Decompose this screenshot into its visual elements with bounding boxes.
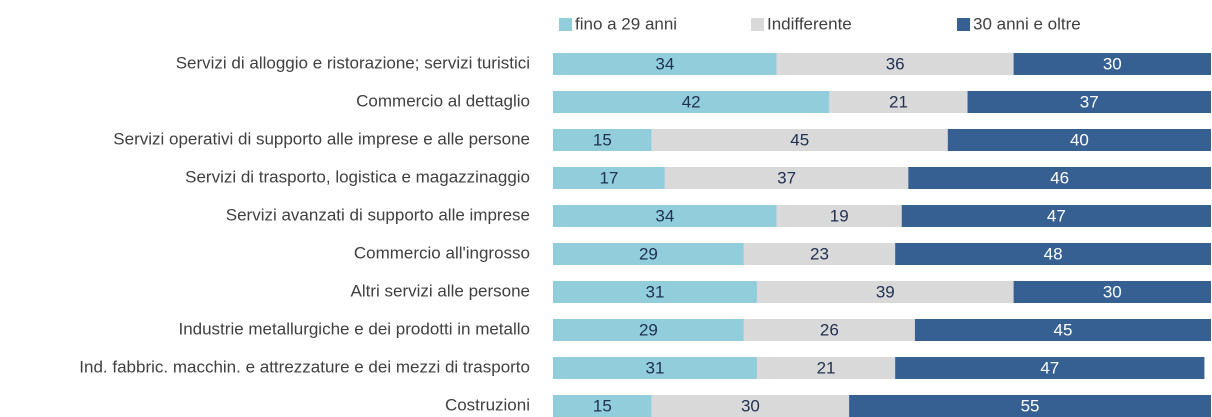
value-label: 15 [593, 130, 612, 149]
bar-segment [553, 53, 777, 75]
bar-segment [553, 357, 757, 379]
bar-segment [914, 319, 1211, 341]
bar-segment [1013, 53, 1211, 75]
value-label: 37 [1080, 92, 1099, 111]
value-label: 48 [1044, 244, 1063, 263]
value-label: 21 [889, 92, 908, 111]
value-label: 29 [639, 244, 658, 263]
value-label: 30 [1103, 282, 1122, 301]
value-label: 47 [1040, 358, 1059, 377]
value-label: 46 [1050, 168, 1069, 187]
category-label: Commercio al dettaglio [356, 91, 530, 110]
bar-segment [553, 205, 777, 227]
legend-swatch [559, 18, 572, 31]
category-label: Servizi di trasporto, logistica e magazz… [185, 167, 530, 186]
value-label: 36 [886, 54, 905, 73]
value-label: 23 [810, 244, 829, 263]
value-label: 45 [1053, 320, 1072, 339]
category-label: Servizi avanzati di supporto alle impres… [226, 205, 530, 224]
category-label: Costruzioni [445, 395, 530, 414]
value-label: 21 [817, 358, 836, 377]
bar-segment [553, 281, 757, 303]
bar-segment [664, 167, 909, 189]
bar-segment [967, 91, 1211, 113]
bar-segment [829, 91, 968, 113]
legend-label: 30 anni e oltre [973, 14, 1081, 33]
category-label: Servizi operativi di supporto alle impre… [113, 129, 530, 148]
bar-segment [776, 205, 902, 227]
value-label: 42 [682, 92, 701, 111]
value-label: 55 [1021, 396, 1040, 415]
bar-segment [553, 243, 744, 265]
value-label: 26 [820, 320, 839, 339]
value-label: 15 [593, 396, 612, 415]
value-label: 45 [790, 130, 809, 149]
legend-swatch [751, 18, 764, 31]
value-label: 31 [646, 282, 665, 301]
bar-segment [947, 129, 1211, 151]
category-label: Servizi di alloggio e ristorazione; serv… [176, 53, 530, 72]
bar-segment [553, 129, 652, 151]
value-label: 30 [1103, 54, 1122, 73]
bar-segment [553, 395, 652, 417]
bar-segment [553, 167, 665, 189]
bar-segment [901, 205, 1211, 227]
bar-segment [756, 357, 896, 379]
bar-segment [651, 395, 850, 417]
category-label: Ind. fabbric. macchin. e attrezzature e … [79, 357, 530, 376]
category-label: Industrie metallurgiche e dei prodotti i… [178, 319, 530, 338]
value-label: 17 [599, 168, 618, 187]
bar-segment [849, 395, 1211, 417]
category-label: Commercio all'ingrosso [354, 243, 530, 262]
bar-segment [651, 129, 948, 151]
bar-segment [553, 319, 744, 341]
value-label: 47 [1047, 206, 1066, 225]
bar-segment [743, 319, 915, 341]
bar-segment [776, 53, 1014, 75]
legend-label: Indifferente [767, 14, 852, 33]
value-label: 34 [655, 54, 674, 73]
bar-segment [1013, 281, 1211, 303]
value-label: 39 [876, 282, 895, 301]
legend-label: fino a 29 anni [575, 14, 677, 33]
bar-segment [908, 167, 1211, 189]
bar-segment [553, 91, 830, 113]
value-label: 31 [646, 358, 665, 377]
value-label: 19 [830, 206, 849, 225]
value-label: 34 [655, 206, 674, 225]
legend-swatch [957, 18, 970, 31]
value-label: 29 [639, 320, 658, 339]
category-label: Altri servizi alle persone [350, 281, 530, 300]
bar-segment [895, 243, 1211, 265]
bar-segment [743, 243, 896, 265]
bar-segment [895, 357, 1205, 379]
value-label: 40 [1070, 130, 1089, 149]
bar-segment [756, 281, 1014, 303]
value-label: 37 [777, 168, 796, 187]
value-label: 30 [741, 396, 760, 415]
